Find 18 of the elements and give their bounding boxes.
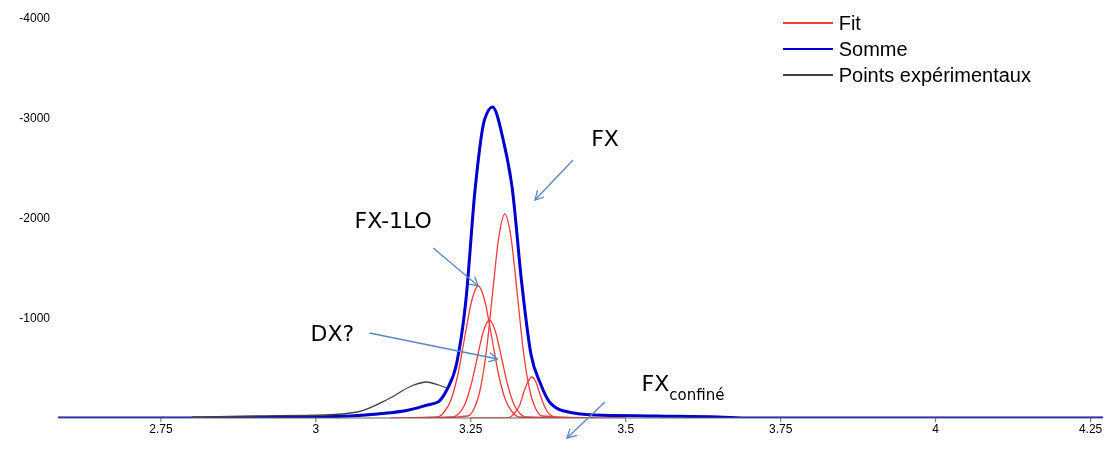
x-tick-label: 3.25 — [459, 421, 483, 436]
legend-label: Fit — [838, 11, 861, 35]
x-tick-label: 3.5 — [617, 421, 635, 436]
y-tick-label: -4000 — [19, 11, 51, 26]
x-tick-label: 3.75 — [769, 421, 793, 436]
annotation: DX? — [310, 321, 355, 346]
annotation: FX-1LO — [354, 208, 432, 233]
x-tick-label: 2.75 — [149, 421, 173, 436]
y-tick-label: -3000 — [19, 111, 51, 126]
x-tick-label: 4 — [932, 421, 940, 436]
legend-label: Points expérimentaux — [838, 63, 1031, 87]
x-tick-label: 4.25 — [1078, 421, 1103, 436]
y-tick-label: -2000 — [19, 211, 51, 226]
y-tick-label: -1000 — [19, 311, 51, 326]
x-tick-label: 3 — [312, 421, 320, 436]
legend-label: Somme — [838, 37, 908, 61]
annotation: FX$_{confiné}$ — [641, 371, 725, 404]
annotation: FX — [591, 126, 619, 151]
